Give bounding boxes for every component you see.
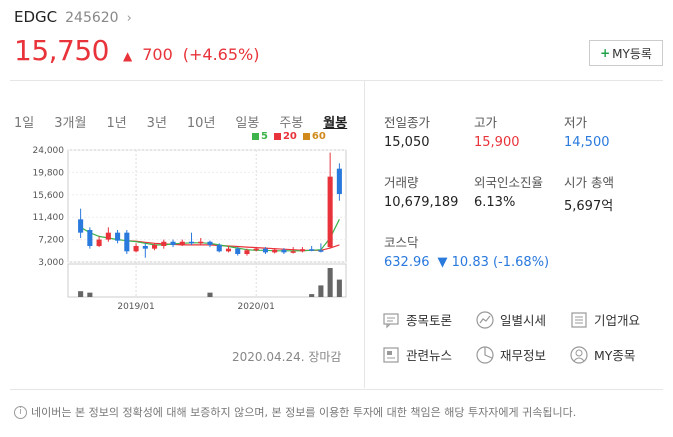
stock-header: EDGC 245620 › — [14, 8, 132, 26]
divider — [10, 80, 663, 81]
legend-ma20: 20 — [273, 131, 297, 142]
info-icon: i — [14, 405, 27, 419]
stat-volume: 거래량 10,679,189 — [384, 175, 459, 210]
tab-1y[interactable]: 1년 — [106, 116, 127, 131]
my-register-button[interactable]: + MY등록 — [589, 40, 663, 66]
candle-body — [133, 246, 139, 252]
candle-body — [161, 241, 167, 246]
disclaimer: i 네이버는 본 정보의 정확성에 대해 보증하지 않으며, 본 정보를 이용한… — [14, 404, 576, 420]
stat-mcap: 시가 총액 5,697억 — [564, 175, 614, 214]
y-tick-label: 3,000 — [38, 258, 64, 268]
market-close-date: 2020.04.24. 장마감 — [232, 350, 342, 364]
stat-foreign: 외국인소진율 6.13% — [474, 175, 544, 210]
divider — [10, 389, 663, 390]
tab-1d[interactable]: 1일 — [14, 116, 35, 131]
volume-bar — [78, 291, 84, 297]
related-news-link[interactable]: 관련뉴스 — [382, 345, 452, 364]
volume-bar — [327, 268, 333, 297]
price-change-pct: (+4.65%) — [182, 45, 260, 64]
price-change: 700 — [142, 45, 173, 64]
candle-body — [188, 241, 195, 244]
price-row: 15,750 ▲ 700 (+4.65%) — [14, 34, 259, 67]
y-tick-label: 24,000 — [33, 146, 65, 156]
discussion-link[interactable]: 종목토론 — [382, 310, 452, 329]
volume-bar — [318, 285, 324, 297]
period-tabs: 1일 3개월 1년 3년 10년 일봉 주봉 월봉 — [14, 112, 367, 131]
volume-bar — [87, 292, 93, 297]
candle-body — [318, 250, 324, 252]
candle-body — [78, 219, 84, 233]
volume-bar — [207, 292, 213, 297]
user-icon — [570, 345, 588, 364]
list-icon — [570, 311, 588, 329]
volume-area — [67, 263, 347, 298]
company-overview-link[interactable]: 기업개요 — [570, 310, 640, 329]
divider — [364, 80, 365, 388]
y-tick-label: 7,200 — [38, 236, 64, 246]
y-tick-label: 19,800 — [33, 168, 65, 178]
financial-info-link[interactable]: 재무정보 — [476, 345, 546, 364]
kosdaq-value: 632.96 — [384, 255, 430, 270]
candle-body — [96, 239, 102, 246]
candle-body — [281, 249, 287, 253]
stat-prev-close: 전일종가 15,050 — [384, 115, 431, 150]
kosdaq-change: ▼ 10.83 (-1.68%) — [437, 255, 550, 270]
chat-icon — [382, 311, 400, 329]
candle-body — [336, 168, 342, 194]
stat-high: 고가 15,900 — [474, 115, 520, 150]
volume-bar — [309, 294, 315, 297]
x-tick-label: 2019/01 — [117, 302, 154, 310]
chart-legend: 5 20 60 — [252, 131, 326, 142]
triangle-up-icon: ▲ — [122, 49, 133, 63]
legend-ma60: 60 — [302, 131, 326, 142]
candle-body — [124, 232, 130, 252]
candle-body — [253, 248, 259, 251]
tab-weekly[interactable]: 주봉 — [279, 116, 304, 131]
y-tick-label: 11,400 — [33, 213, 65, 223]
candle-body — [262, 248, 268, 253]
kosdaq-index[interactable]: 코스닥 632.96 ▼ 10.83 (-1.68%) — [384, 235, 550, 270]
candle-body — [179, 241, 185, 245]
price-chart[interactable]: 24,000 19,800 15,600 11,400 7,200 3,000 2019/0… — [14, 130, 354, 310]
candle-body — [216, 244, 222, 252]
y-tick-label: 15,600 — [33, 191, 65, 201]
candle-body — [105, 232, 111, 240]
stat-low: 저가 14,500 — [564, 115, 610, 150]
candle-body — [170, 241, 176, 245]
tab-daily[interactable]: 일봉 — [235, 116, 260, 131]
news-icon — [382, 346, 400, 364]
candle-body — [115, 232, 121, 241]
candle-body — [235, 248, 241, 254]
current-price: 15,750 — [14, 34, 109, 67]
daily-price-link[interactable]: 일별시세 — [476, 310, 546, 329]
tab-10y[interactable]: 10년 — [186, 116, 216, 131]
candle-body — [327, 176, 333, 248]
stock-name[interactable]: EDGC — [14, 8, 58, 26]
tab-3y[interactable]: 3년 — [146, 116, 167, 131]
tab-3m[interactable]: 3개월 — [54, 116, 87, 131]
candle-body — [198, 241, 204, 244]
candle-body — [309, 249, 315, 251]
trend-icon — [476, 310, 494, 329]
candle-body — [244, 250, 250, 254]
candle-body — [290, 251, 296, 253]
candle-body — [152, 244, 158, 249]
tab-monthly[interactable]: 월봉 — [323, 116, 348, 131]
my-stocks-link[interactable]: MY종목 — [570, 345, 635, 364]
pie-icon — [476, 345, 494, 364]
candle-body — [207, 241, 213, 245]
candle-body — [272, 249, 278, 253]
x-tick-label: 2020/01 — [238, 302, 275, 310]
volume-bar — [336, 279, 342, 297]
my-register-label: MY등록 — [612, 46, 652, 61]
plus-icon: + — [600, 46, 611, 60]
candle-body — [299, 249, 305, 252]
legend-ma5: 5 — [252, 131, 268, 142]
candle-body — [142, 246, 148, 249]
candle-body — [225, 248, 232, 252]
chevron-right-icon[interactable]: › — [126, 11, 132, 26]
stock-code: 245620 — [65, 10, 119, 26]
candle-body — [87, 230, 93, 246]
